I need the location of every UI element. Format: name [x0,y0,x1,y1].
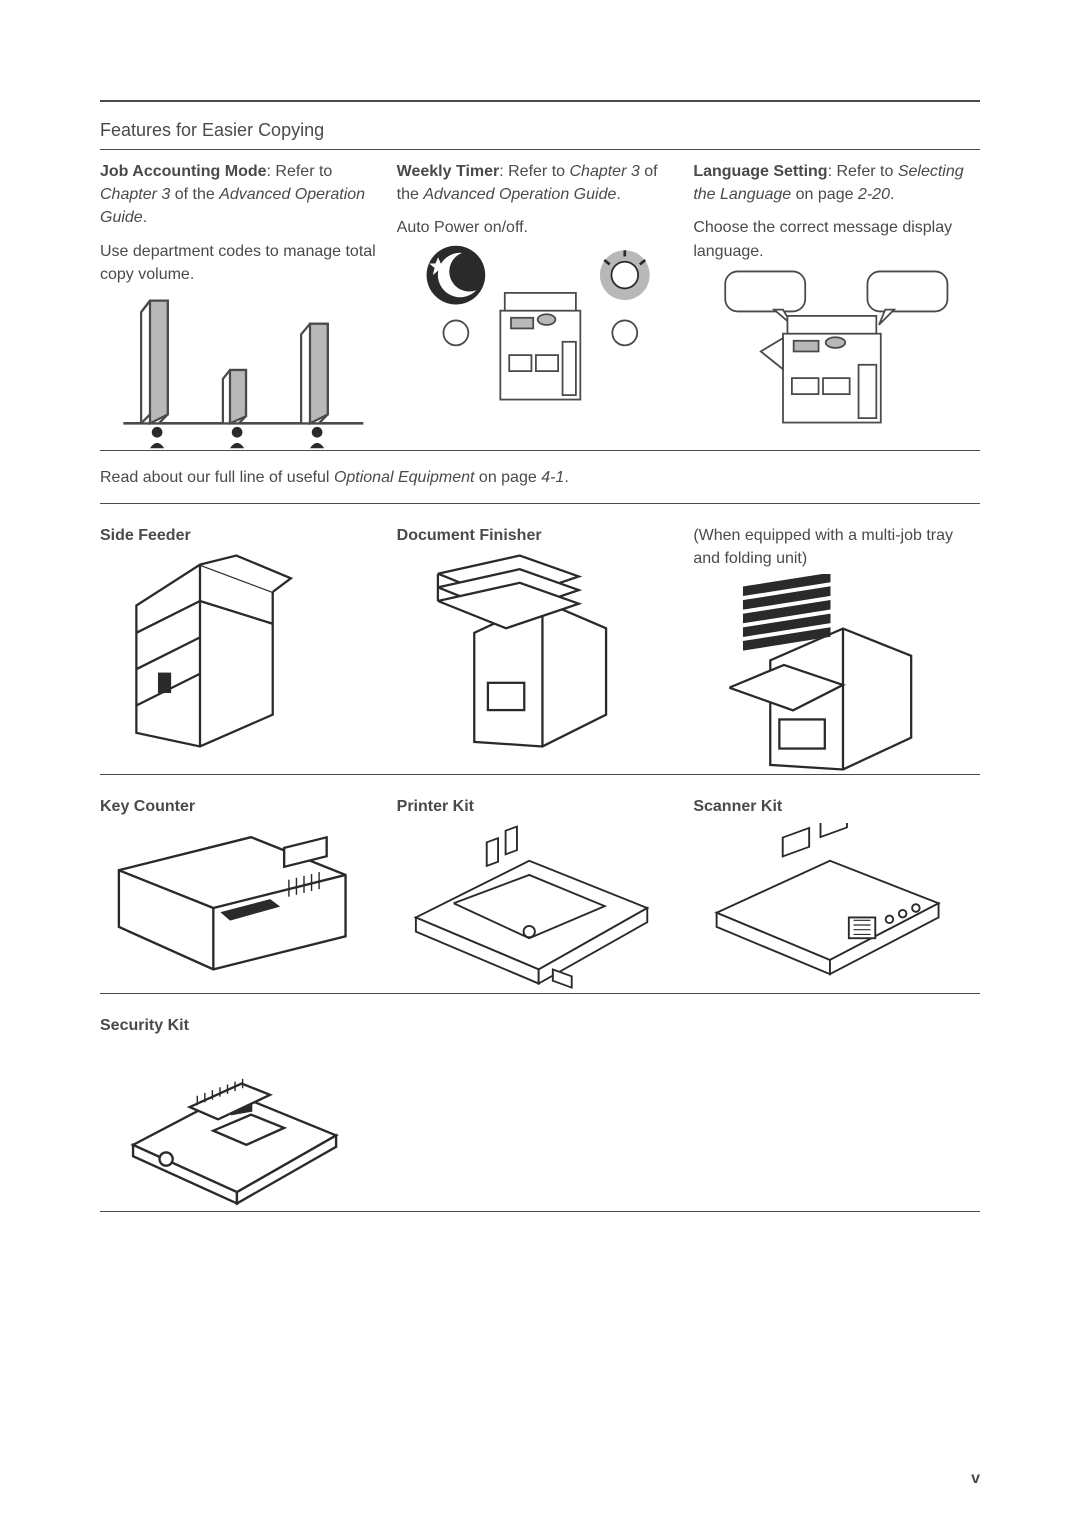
language-setting-block: Language Setting: Refer to Selecting the… [693,160,980,450]
printer-kit-illustration [397,823,661,993]
security-kit-label: Security Kit [100,1014,387,1037]
scanner-kit-block: Scanner Kit [693,783,980,992]
key-counter-label: Key Counter [100,795,387,818]
weekly-timer-illustration [397,244,684,404]
top-rule [100,100,980,102]
rule-2 [100,450,980,451]
key-counter-block: Key Counter [100,783,387,992]
job-accounting-illustration [100,290,387,450]
language-desc: Choose the correct message display langu… [693,216,980,262]
weekly-timer-title: Weekly Timer [397,163,500,180]
key-counter-illustration [100,823,364,993]
weekly-timer-block: Weekly Timer: Refer to Chapter 3 of the … [397,160,684,450]
rule-1 [100,149,980,150]
side-feeder-block: Side Feeder [100,512,387,774]
multi-job-illustration [693,574,948,774]
job-accounting-desc: Use department codes to manage total cop… [100,240,387,286]
scanner-kit-label: Scanner Kit [693,795,980,818]
optional-equipment-line: Read about our full line of useful Optio… [100,469,980,487]
language-title: Language Setting [693,163,827,180]
scanner-kit-illustration [693,823,957,993]
multi-job-block: (When equipped with a multi-job tray and… [693,512,980,774]
printer-kit-block: Printer Kit [397,783,684,992]
weekly-timer-desc: Auto Power on/off. [397,216,684,239]
language-setting-illustration [693,267,980,427]
job-accounting-title: Job Accounting Mode [100,163,267,180]
job-accounting-block: Job Accounting Mode: Refer to Chapter 3 … [100,160,387,450]
printer-kit-label: Printer Kit [397,795,684,818]
security-kit-block: Security Kit [100,1002,387,1211]
side-feeder-label: Side Feeder [100,524,387,547]
document-finisher-illustration [397,551,652,751]
rule-4 [100,774,980,775]
side-feeder-illustration [100,551,355,751]
document-finisher-label: Document Finisher [397,524,684,547]
page-number: v [971,1470,980,1488]
document-finisher-block: Document Finisher [397,512,684,774]
rule-3 [100,503,980,504]
rule-6 [100,1211,980,1212]
security-kit-illustration [100,1041,364,1211]
section-title: Features for Easier Copying [100,120,980,141]
rule-5 [100,993,980,994]
multi-job-label: (When equipped with a multi-job tray and… [693,524,980,570]
